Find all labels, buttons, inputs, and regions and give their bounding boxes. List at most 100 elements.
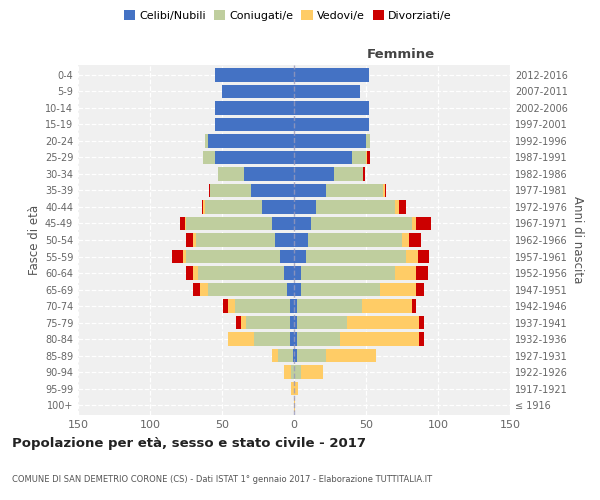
Bar (209, 184, 211, 197)
Bar (290, 300, 294, 313)
Bar (241, 316, 247, 330)
Bar (294, 200, 316, 214)
Text: COMUNE DI SAN DEMETRIO CORONE (CS) - Dati ISTAT 1° gennaio 2017 - Elaborazione T: COMUNE DI SAN DEMETRIO CORONE (CS) - Dat… (12, 476, 432, 484)
Bar (294, 184, 326, 197)
Bar (294, 167, 334, 180)
Bar (193, 283, 200, 296)
Bar (383, 184, 385, 197)
Bar (418, 250, 430, 264)
Bar (185, 216, 186, 230)
Bar (211, 184, 251, 197)
Bar (395, 266, 416, 280)
Bar (197, 266, 284, 280)
Bar (406, 250, 418, 264)
Bar (218, 167, 244, 180)
Bar (254, 332, 290, 346)
Bar (272, 216, 294, 230)
Legend: Celibi/Nubili, Coniugati/e, Vedovi/e, Divorziati/e: Celibi/Nubili, Coniugati/e, Vedovi/e, Di… (122, 8, 454, 23)
Bar (203, 150, 215, 164)
Bar (334, 167, 363, 180)
Bar (412, 216, 416, 230)
Bar (223, 300, 228, 313)
Bar (228, 300, 235, 313)
Bar (395, 200, 399, 214)
Bar (294, 283, 301, 296)
Bar (215, 118, 294, 131)
Bar (362, 300, 412, 313)
Bar (297, 349, 326, 362)
Bar (294, 349, 297, 362)
Bar (294, 250, 305, 264)
Bar (280, 250, 294, 264)
Bar (183, 250, 186, 264)
Bar (202, 200, 203, 214)
Bar (385, 184, 386, 197)
Bar (180, 216, 185, 230)
Bar (236, 316, 241, 330)
Bar (294, 332, 297, 346)
Bar (301, 266, 395, 280)
Bar (186, 233, 193, 247)
Bar (196, 233, 275, 247)
Bar (301, 366, 323, 379)
Bar (222, 84, 294, 98)
Bar (352, 150, 366, 164)
Bar (363, 167, 365, 180)
Bar (380, 283, 416, 296)
Bar (301, 283, 380, 296)
Bar (294, 84, 360, 98)
Bar (275, 233, 294, 247)
Bar (290, 332, 294, 346)
Bar (416, 266, 428, 280)
Bar (251, 184, 294, 197)
Bar (297, 316, 347, 330)
Bar (290, 316, 294, 330)
Bar (294, 233, 308, 247)
Bar (326, 349, 376, 362)
Bar (287, 283, 294, 296)
Bar (278, 349, 293, 362)
Bar (247, 316, 290, 330)
Bar (186, 266, 193, 280)
Bar (294, 382, 298, 396)
Bar (291, 382, 294, 396)
Bar (294, 68, 369, 82)
Bar (228, 332, 254, 346)
Bar (284, 366, 291, 379)
Bar (215, 150, 294, 164)
Bar (366, 134, 370, 147)
Bar (244, 167, 294, 180)
Bar (294, 216, 311, 230)
Bar (186, 216, 272, 230)
Bar (205, 200, 262, 214)
Bar (366, 150, 367, 164)
Bar (294, 118, 369, 131)
Bar (186, 250, 280, 264)
Bar (262, 200, 294, 214)
Bar (316, 200, 395, 214)
Bar (297, 300, 362, 313)
Bar (208, 134, 294, 147)
Bar (347, 316, 419, 330)
Y-axis label: Anni di nascita: Anni di nascita (571, 196, 584, 284)
Bar (294, 266, 301, 280)
Bar (291, 366, 294, 379)
Bar (284, 266, 294, 280)
Bar (208, 283, 287, 296)
Bar (399, 200, 406, 214)
Bar (294, 134, 366, 147)
Bar (419, 332, 424, 346)
Y-axis label: Fasce di età: Fasce di età (28, 205, 41, 275)
Bar (416, 216, 431, 230)
Bar (294, 398, 295, 412)
Bar (294, 150, 352, 164)
Bar (215, 68, 294, 82)
Bar (419, 316, 424, 330)
Bar (205, 134, 208, 147)
Bar (305, 250, 406, 264)
Bar (297, 332, 340, 346)
Bar (235, 300, 290, 313)
Bar (172, 250, 183, 264)
Text: Femmine: Femmine (367, 48, 434, 62)
Bar (367, 150, 370, 164)
